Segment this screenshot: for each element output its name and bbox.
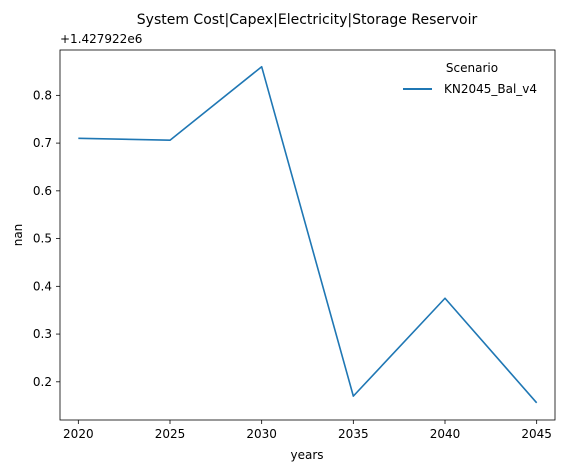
y-tick-label: 0.7 bbox=[33, 136, 52, 150]
x-tick-label: 2030 bbox=[246, 427, 277, 441]
y-tick-label: 0.6 bbox=[33, 184, 52, 198]
chart-title: System Cost|Capex|Electricity|Storage Re… bbox=[137, 12, 478, 28]
plot-frame bbox=[59, 49, 556, 421]
y-tick-label: 0.4 bbox=[33, 279, 52, 293]
series-line bbox=[78, 65, 538, 404]
x-axis: 2020 2025 2030 2035 2040 2045 bbox=[63, 420, 552, 441]
legend-label: KN2045_Bal_v4 bbox=[444, 82, 537, 96]
legend-title: Scenario bbox=[446, 61, 498, 75]
x-tick-label: 2035 bbox=[338, 427, 369, 441]
x-tick-label: 2045 bbox=[521, 427, 552, 441]
y-tick-label: 0.8 bbox=[33, 88, 52, 102]
y-tick-label: 0.2 bbox=[33, 375, 52, 389]
legend: Scenario KN2045_Bal_v4 bbox=[403, 61, 537, 96]
y-axis-label: nan bbox=[11, 224, 25, 247]
x-axis-label: years bbox=[290, 448, 323, 462]
y-tick-label: 0.3 bbox=[33, 327, 52, 341]
y-offset-label: +1.427922e6 bbox=[60, 32, 142, 46]
series-layer bbox=[78, 65, 538, 404]
y-tick-label: 0.5 bbox=[33, 232, 52, 246]
x-tick-label: 2040 bbox=[430, 427, 461, 441]
x-tick-label: 2025 bbox=[155, 427, 186, 441]
y-axis: 0.2 0.3 0.4 0.5 0.6 0.7 0.8 bbox=[33, 88, 60, 389]
x-tick-label: 2020 bbox=[63, 427, 94, 441]
